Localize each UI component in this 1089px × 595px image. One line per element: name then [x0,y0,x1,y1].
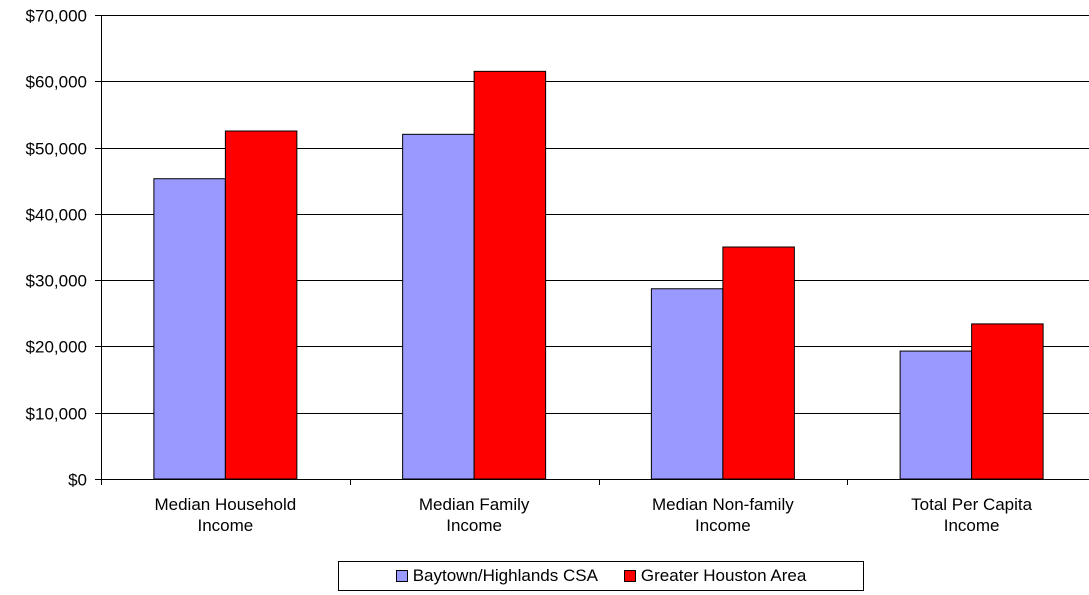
legend: Baytown/Highlands CSA Greater Houston Ar… [338,561,864,591]
bars [153,70,1044,480]
y-tick-label: $60,000 [26,73,87,92]
bar-houston [971,323,1044,480]
y-tick-label: $30,000 [26,272,87,291]
x-tick-label: Median Non-family Income [652,495,794,535]
legend-swatch-baytown [395,570,408,582]
x-tick-label: Median Household Income [154,495,296,535]
bar-baytown [402,133,475,480]
axes [95,15,1089,485]
bar-baytown [153,178,226,480]
legend-label-baytown: Baytown/Highlands CSA [412,566,598,585]
bar-baytown [650,288,724,480]
x-tick-label: Median Family Income [419,495,530,535]
y-tick-label: $50,000 [26,140,87,159]
bar-houston [224,130,298,480]
y-tick-label: $40,000 [26,206,87,225]
legend-item-baytown: Baytown/Highlands CSA [395,566,598,586]
y-tick-labels: $0 $10,000 $20,000 $30,000 $40,000 $50,000 $60… [26,7,87,490]
legend-swatch-houston [623,570,636,582]
y-tick-label: $70,000 [26,7,87,26]
y-tick-label: $0 [68,471,87,490]
bar-baytown [899,350,973,480]
bar-houston [722,246,795,480]
x-tick-labels: Median Household Income Median Family Incom… [154,495,1032,535]
x-tick-label: Total Per Capita Income [911,495,1032,535]
legend-item-houston: Greater Houston Area [623,566,807,586]
y-tick-label: $10,000 [26,405,87,424]
y-tick-label: $20,000 [26,338,87,357]
legend-label-houston: Greater Houston Area [640,566,807,585]
bar-houston [473,70,547,480]
